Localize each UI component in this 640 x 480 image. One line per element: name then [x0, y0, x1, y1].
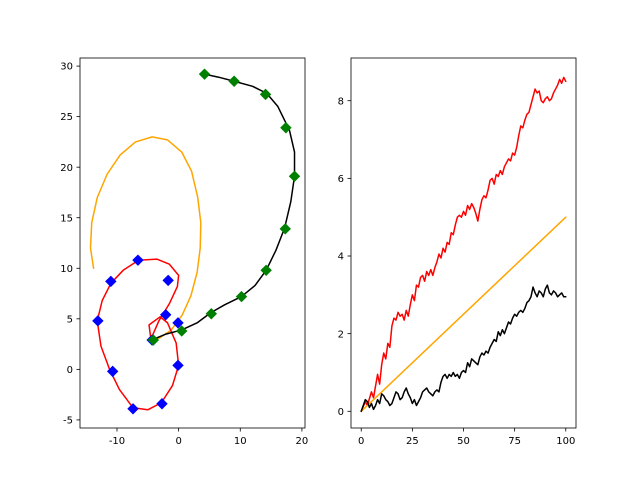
series-2-marker-5 [172, 317, 184, 329]
series-2-line [360, 284, 567, 413]
series-2-marker-3 [159, 309, 172, 321]
series-2-marker-7 [172, 359, 184, 372]
plot-area [360, 76, 567, 413]
y-tick-label-0: 0 [338, 407, 344, 418]
series-0-line [360, 76, 567, 413]
series-2-marker-1 [162, 274, 174, 287]
series-4-marker-8 [205, 308, 218, 320]
y-tick-label-0: -5 [63, 416, 73, 427]
y-tick-label-3: 6 [338, 174, 344, 185]
series-2-marker-4 [92, 315, 104, 327]
series-4-marker-10 [147, 334, 160, 346]
series-4-marker-3 [280, 122, 292, 134]
plot-area [89, 68, 301, 415]
series-2-marker-9 [156, 398, 168, 410]
right-time-series-plot: 0 25 50 75 100 0 2 4 6 8 [338, 57, 577, 447]
series-4-marker-1 [228, 75, 240, 87]
series-1-line [96, 258, 180, 411]
x-tick-label-0: 0 [358, 436, 364, 447]
x-tick-label-0: -10 [109, 436, 125, 447]
series-0-line [89, 136, 202, 341]
y-tick-label-2: 5 [67, 314, 73, 325]
x-tick-label-1: 25 [406, 436, 419, 447]
x-tick-label-3: 75 [508, 436, 521, 447]
x-tick-label-2: 10 [234, 436, 247, 447]
y-tick-label-4: 15 [60, 213, 73, 224]
y-tick-label-1: 0 [67, 365, 73, 376]
series-2-marker-0 [132, 254, 144, 266]
series-4-marker-0 [198, 68, 211, 80]
y-tick-label-7: 30 [60, 62, 73, 73]
series-4-marker-9 [176, 325, 188, 337]
y-tick-label-6: 25 [60, 112, 73, 123]
series-4-marker-5 [279, 223, 291, 235]
y-tick-label-1: 2 [338, 329, 344, 340]
series-2-marker-6 [106, 365, 119, 378]
x-tick-label-2: 50 [457, 436, 470, 447]
series-4-marker-2 [259, 88, 272, 101]
y-tick-label-3: 10 [60, 264, 73, 275]
left-trajectory-plot: -10 0 10 20 -5 0 5 10 15 20 25 30 [60, 57, 309, 447]
x-tick-label-1: 0 [175, 436, 181, 447]
series-2-marker-2 [105, 275, 117, 288]
series-4-marker-4 [288, 170, 301, 182]
series-3-line [150, 73, 296, 341]
axes-frame [79, 57, 306, 429]
series-4-marker-7 [235, 290, 248, 303]
y-tick-label-2: 4 [338, 252, 344, 263]
y-tick-label-4: 8 [338, 96, 344, 107]
y-tick-label-5: 20 [60, 163, 73, 174]
series-2-marker-8 [127, 403, 139, 415]
x-tick-label-4: 100 [556, 436, 575, 447]
x-tick-label-3: 20 [296, 436, 309, 447]
series-1-line [360, 216, 567, 413]
series-4-marker-6 [260, 264, 272, 277]
